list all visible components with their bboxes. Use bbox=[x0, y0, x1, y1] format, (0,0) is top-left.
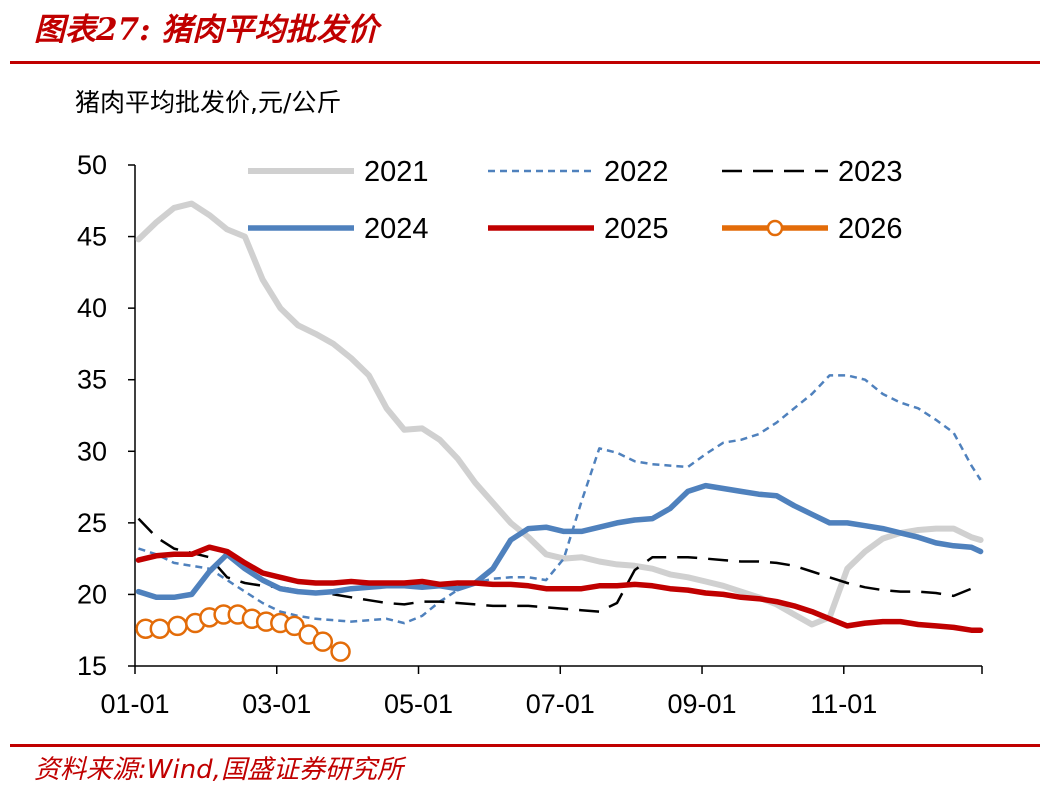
legend-item-2022: 2022 bbox=[488, 156, 669, 188]
series-line-2025 bbox=[135, 544, 984, 633]
y-tick-label: 50 bbox=[77, 150, 107, 180]
legend-label: 2024 bbox=[364, 213, 429, 245]
source-note: 资料来源:Wind,国盛证券研究所 bbox=[34, 755, 403, 785]
x-tick-label: 07-01 bbox=[526, 689, 595, 719]
y-tick-label: 45 bbox=[77, 222, 107, 252]
legend-item-2021: 2021 bbox=[248, 156, 429, 188]
figure-label: 图表27: bbox=[34, 12, 151, 48]
series-group bbox=[135, 200, 984, 662]
data-point bbox=[167, 615, 188, 637]
data-point bbox=[149, 618, 171, 640]
data-point bbox=[312, 631, 334, 652]
series-line-2021 bbox=[135, 200, 984, 628]
x-tick-label: 03-01 bbox=[242, 689, 311, 719]
legend-label: 2026 bbox=[838, 213, 903, 245]
legend-item-2024: 2024 bbox=[248, 213, 429, 245]
series-line-2024 bbox=[135, 482, 984, 601]
top-divider bbox=[10, 61, 1040, 64]
legend-item-2025: 2025 bbox=[488, 213, 669, 245]
series-2022 bbox=[138, 374, 982, 625]
y-tick-label: 40 bbox=[77, 293, 107, 323]
figure-title-text: 猪肉平均批发价 bbox=[161, 12, 379, 48]
series-2024 bbox=[135, 482, 984, 601]
legend-label: 2021 bbox=[364, 156, 429, 188]
y-tick-label: 15 bbox=[77, 651, 107, 681]
figure-title: 图表27: 猪肉平均批发价 bbox=[34, 8, 378, 52]
legend-marker bbox=[766, 219, 784, 237]
y-tick-label: 35 bbox=[77, 365, 107, 395]
y-tick-label: 30 bbox=[77, 436, 107, 466]
legend: 2021 2022 2023 2024 2025 2026 bbox=[248, 156, 903, 245]
series-line-2022 bbox=[138, 374, 982, 625]
x-tick-label: 01-01 bbox=[100, 689, 169, 719]
x-tick-label: 09-01 bbox=[667, 689, 736, 719]
y-axis-label: 猪肉平均批发价,元/公斤 bbox=[75, 88, 341, 117]
y-tick-label: 25 bbox=[77, 508, 107, 538]
legend-item-2026: 2026 bbox=[722, 213, 903, 245]
series-2025 bbox=[135, 544, 984, 633]
legend-label: 2022 bbox=[604, 156, 669, 188]
legend-label: 2023 bbox=[838, 156, 903, 188]
x-tick-label: 05-01 bbox=[384, 689, 453, 719]
series-2026 bbox=[135, 604, 351, 662]
y-tick-label: 20 bbox=[77, 579, 107, 609]
x-tick-label: 11-01 bbox=[810, 689, 877, 719]
series-2021 bbox=[135, 200, 984, 628]
legend-item-2023: 2023 bbox=[722, 156, 903, 188]
bottom-divider bbox=[10, 744, 1040, 747]
data-point bbox=[330, 641, 351, 662]
legend-label: 2025 bbox=[604, 213, 669, 245]
